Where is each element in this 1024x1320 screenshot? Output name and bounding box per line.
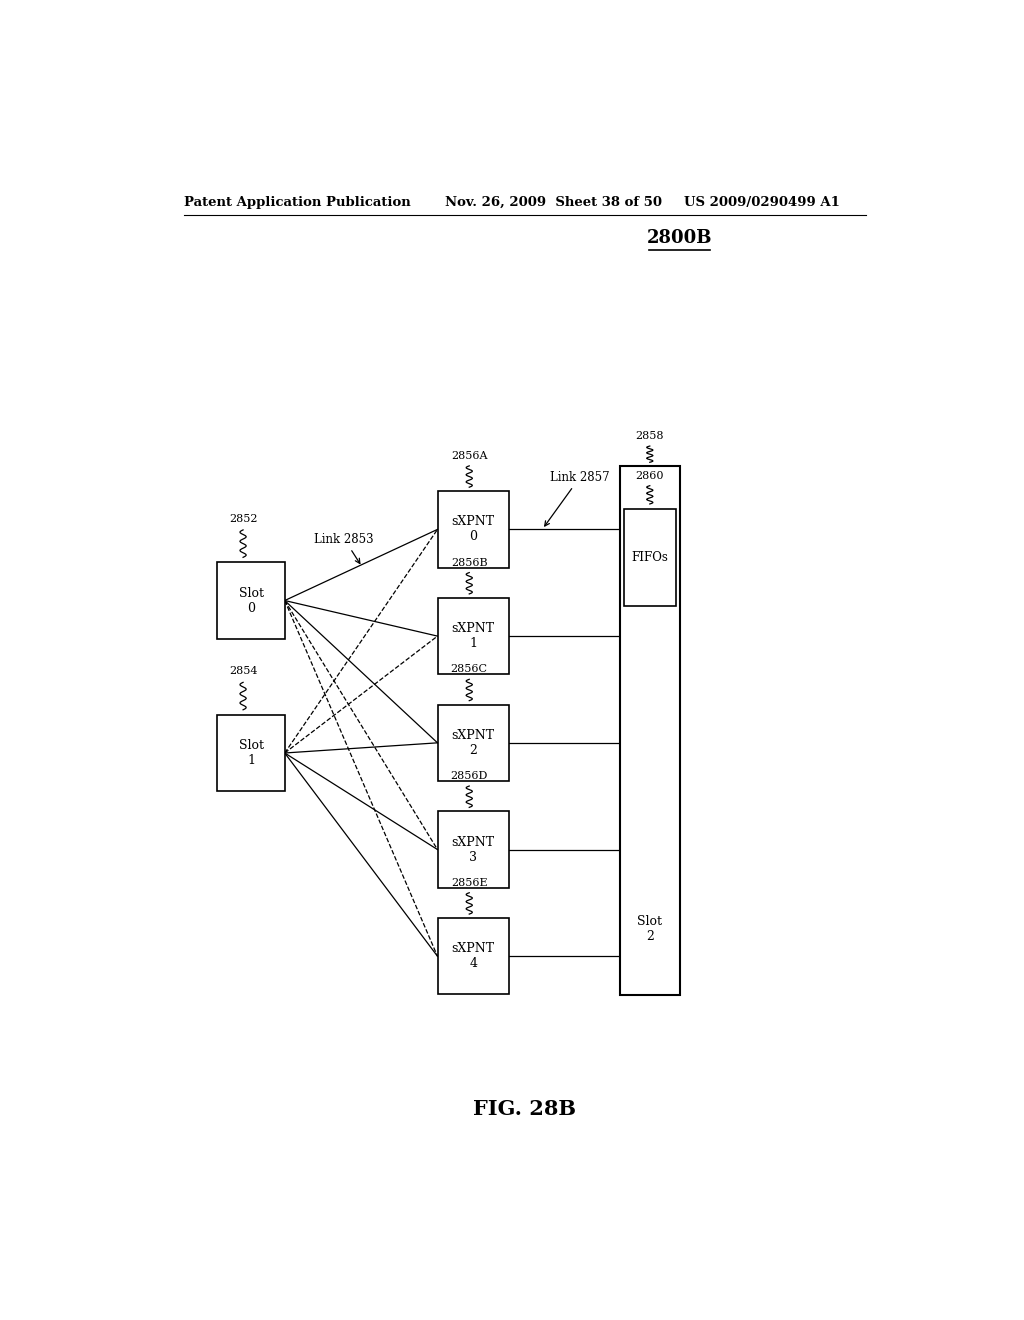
Text: 2852: 2852 <box>228 513 257 524</box>
Text: 2858: 2858 <box>636 430 664 441</box>
Text: 2860: 2860 <box>636 471 664 480</box>
Bar <box>437 705 509 781</box>
Text: FIG. 28B: FIG. 28B <box>473 1098 577 1119</box>
Bar <box>437 919 509 994</box>
Bar <box>217 715 285 791</box>
Bar <box>437 491 509 568</box>
Text: FIFOs: FIFOs <box>632 550 669 564</box>
Text: Slot
2: Slot 2 <box>637 915 663 942</box>
Text: Nov. 26, 2009  Sheet 38 of 50: Nov. 26, 2009 Sheet 38 of 50 <box>445 195 663 209</box>
Text: 2856B: 2856B <box>451 557 487 568</box>
Text: sXPNT
4: sXPNT 4 <box>452 942 495 970</box>
Bar <box>217 562 285 639</box>
Text: sXPNT
2: sXPNT 2 <box>452 729 495 756</box>
Bar <box>620 466 680 995</box>
Text: Link 2857: Link 2857 <box>545 471 610 525</box>
Text: Slot
0: Slot 0 <box>239 586 263 615</box>
Text: Slot
1: Slot 1 <box>239 739 263 767</box>
Text: sXPNT
1: sXPNT 1 <box>452 622 495 651</box>
Text: 2856C: 2856C <box>451 664 487 675</box>
Text: 2854: 2854 <box>228 667 257 676</box>
Text: sXPNT
0: sXPNT 0 <box>452 515 495 544</box>
Bar <box>437 598 509 675</box>
Text: 2856A: 2856A <box>451 450 487 461</box>
Text: US 2009/0290499 A1: US 2009/0290499 A1 <box>684 195 840 209</box>
Text: 2856E: 2856E <box>451 878 487 887</box>
Text: Patent Application Publication: Patent Application Publication <box>183 195 411 209</box>
Bar <box>437 812 509 887</box>
Bar <box>624 510 676 606</box>
Text: 2800B: 2800B <box>647 228 713 247</box>
Text: Link 2853: Link 2853 <box>314 532 374 564</box>
Text: 2856D: 2856D <box>451 771 487 781</box>
Text: sXPNT
3: sXPNT 3 <box>452 836 495 863</box>
